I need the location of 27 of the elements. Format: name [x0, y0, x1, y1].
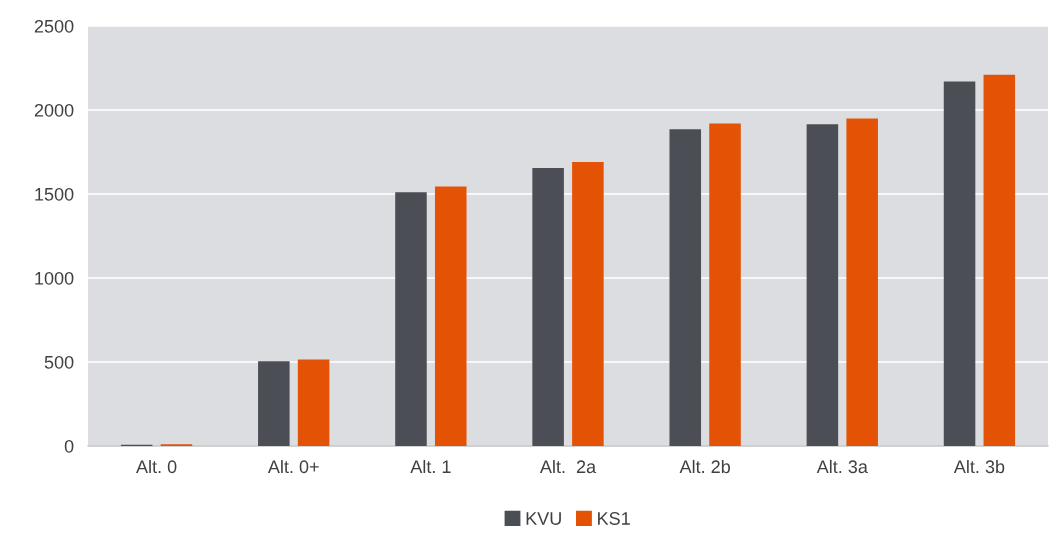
bar: [258, 361, 290, 446]
bar: [434, 186, 467, 446]
bar: [709, 123, 741, 446]
bar: [395, 192, 427, 446]
y-tick-label: 1000: [35, 271, 74, 285]
x-tick-label: Alt. 3a: [816, 459, 868, 474]
legend-label: KS1: [598, 512, 630, 525]
bar: [669, 129, 702, 446]
y-tick-label: 2500: [34, 19, 74, 33]
x-tick-label: Alt. 2a: [539, 459, 597, 474]
y-tick-label: 500: [44, 355, 74, 369]
bar: [297, 359, 330, 446]
x-tick-label: Alt. 0: [136, 459, 177, 474]
bar: [943, 81, 976, 446]
bar: [572, 162, 604, 446]
bar: [532, 167, 564, 446]
x-tick-label: Alt. 3b: [953, 459, 1005, 474]
x-tick-label: Alt. 1: [410, 459, 451, 474]
y-tick-label: 0: [64, 439, 74, 453]
bar: [806, 124, 839, 446]
y-tick-label: 2000: [34, 103, 74, 117]
legend-label: KVU: [526, 512, 561, 525]
bar: [983, 74, 1016, 446]
x-tick-label: Alt. 0+: [267, 459, 319, 474]
y-tick-label: 1500: [35, 187, 74, 201]
x-tick-label: Alt. 2b: [679, 459, 730, 474]
bar: [846, 118, 878, 446]
